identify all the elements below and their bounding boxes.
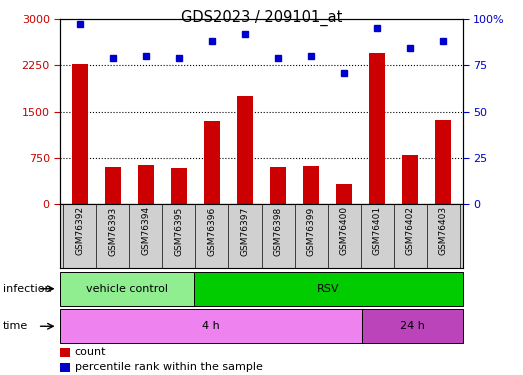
Bar: [402, 156, 418, 204]
Text: GSM76395: GSM76395: [175, 206, 184, 255]
Text: GSM76402: GSM76402: [405, 206, 415, 255]
Text: count: count: [75, 347, 106, 357]
Text: GDS2023 / 209101_at: GDS2023 / 209101_at: [181, 9, 342, 26]
Text: GSM76403: GSM76403: [439, 206, 448, 255]
Bar: [138, 165, 154, 204]
Bar: [435, 120, 451, 204]
Bar: [60, 309, 362, 343]
Text: 4 h: 4 h: [202, 321, 220, 331]
Bar: [237, 96, 253, 204]
Text: GSM76400: GSM76400: [339, 206, 348, 255]
Text: GSM76398: GSM76398: [274, 206, 282, 255]
Text: GSM76397: GSM76397: [241, 206, 249, 255]
Bar: [204, 122, 220, 204]
Bar: [105, 166, 121, 204]
Text: 24 h: 24 h: [400, 321, 425, 331]
Text: GSM76392: GSM76392: [75, 206, 84, 255]
Text: GSM76396: GSM76396: [208, 206, 217, 255]
Bar: [362, 309, 463, 343]
Bar: [195, 272, 463, 306]
Bar: [336, 184, 353, 204]
Bar: [303, 166, 319, 204]
Bar: [369, 53, 385, 204]
Text: GSM76394: GSM76394: [141, 206, 151, 255]
Text: GSM76393: GSM76393: [108, 206, 118, 255]
Text: time: time: [3, 321, 28, 331]
Text: GSM76401: GSM76401: [372, 206, 382, 255]
Bar: [72, 64, 88, 204]
Bar: [60, 272, 195, 306]
Bar: [270, 166, 286, 204]
Text: RSV: RSV: [317, 284, 340, 294]
Bar: [170, 168, 187, 204]
Text: infection: infection: [3, 284, 51, 294]
Text: vehicle control: vehicle control: [86, 284, 168, 294]
Text: GSM76399: GSM76399: [306, 206, 315, 255]
Text: percentile rank within the sample: percentile rank within the sample: [75, 362, 263, 372]
